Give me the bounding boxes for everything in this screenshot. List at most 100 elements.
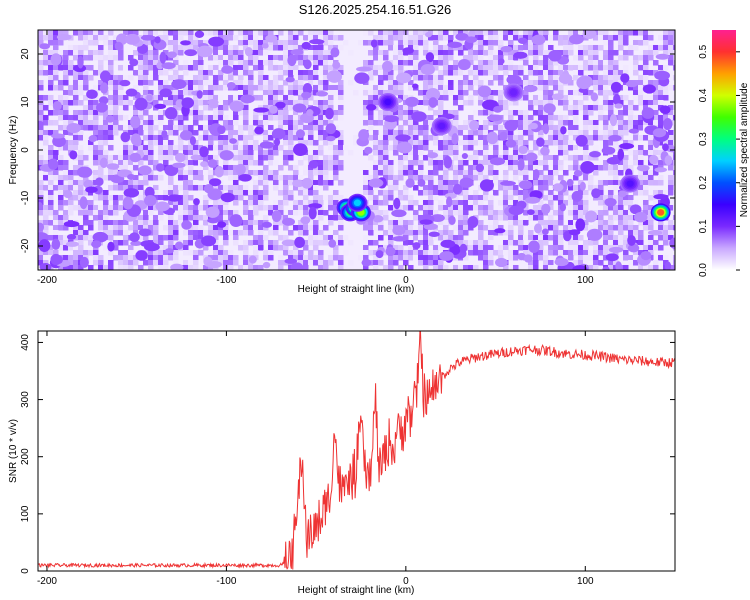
heatmap-cell (273, 145, 279, 151)
heatmap-cell (438, 90, 444, 96)
heatmap-cell (338, 35, 344, 41)
y-tick-label: 0 (20, 147, 31, 153)
heatmap-cell (368, 40, 374, 46)
heatmap-cell (228, 145, 234, 151)
heatmap-cell (373, 135, 379, 141)
heatmap-cell (78, 240, 84, 246)
heatmap-cell (58, 125, 64, 131)
heatmap-cell (638, 250, 644, 256)
heatmap-cell (278, 45, 284, 51)
heatmap-cell (493, 220, 499, 226)
heatmap-cell (543, 85, 549, 91)
heatmap-cell (193, 235, 199, 241)
heatmap-blob (226, 82, 236, 90)
heatmap-blob (518, 145, 528, 154)
heatmap-cell (258, 230, 264, 236)
heatmap-cell (73, 265, 79, 270)
heatmap-cell (583, 130, 589, 136)
heatmap-cell (48, 180, 54, 186)
heatmap-cell (103, 40, 109, 46)
heatmap-cell (628, 225, 634, 231)
heatmap-cell (618, 115, 624, 121)
heatmap-cell (188, 205, 194, 211)
heatmap-cell (628, 30, 634, 36)
heatmap-cell (168, 245, 174, 251)
heatmap-cell (528, 105, 534, 111)
heatmap-cell (263, 185, 269, 191)
heatmap-cell (208, 85, 214, 91)
heatmap-cell (313, 50, 319, 56)
heatmap-cell (513, 170, 519, 176)
heatmap-blob (229, 138, 238, 144)
heatmap-cell (573, 165, 579, 171)
heatmap-cell (643, 265, 649, 270)
heatmap-cell (618, 235, 624, 241)
heatmap-cell (118, 195, 124, 201)
heatmap-cell (108, 170, 114, 176)
heatmap-cell (253, 120, 259, 126)
heatmap-cell (258, 80, 264, 86)
heatmap-blob (86, 89, 98, 100)
heatmap-cell (173, 200, 179, 206)
heatmap-blob (106, 163, 120, 170)
heatmap-cell (573, 175, 579, 181)
heatmap-cell (113, 40, 119, 46)
heatmap-cell (43, 210, 49, 216)
heatmap-cell (228, 170, 234, 176)
heatmap-cell (253, 140, 259, 146)
heatmap-blob (95, 177, 104, 187)
heatmap-cell (673, 95, 675, 101)
heatmap-cell (443, 185, 449, 191)
heatmap-cell (383, 160, 389, 166)
heatmap-cell (183, 185, 189, 191)
heatmap-cell (108, 130, 114, 136)
heatmap-cell (643, 185, 649, 191)
heatmap-cell (493, 250, 499, 256)
heatmap-cell (53, 185, 59, 191)
heatmap-cell (68, 260, 74, 266)
heatmap-cell (563, 115, 569, 121)
heatmap-cell (88, 125, 94, 131)
heatmap-cell (493, 230, 499, 236)
heatmap-blob (551, 93, 564, 100)
heatmap-cell (523, 170, 529, 176)
heatmap-blob (366, 104, 377, 111)
heatmap-cell (648, 80, 654, 86)
heatmap-cell (53, 70, 59, 76)
heatmap-cell (398, 215, 404, 221)
heatmap-cell (398, 190, 404, 196)
heatmap-cell (248, 190, 254, 196)
heatmap-blob (457, 58, 471, 71)
heatmap-cell (663, 45, 669, 51)
heatmap-cell (333, 165, 339, 171)
heatmap-cell (43, 185, 49, 191)
heatmap-cell (658, 180, 664, 186)
heatmap-cell (578, 100, 584, 106)
heatmap-cell (453, 65, 459, 71)
heatmap-cell (608, 125, 614, 131)
heatmap-cell (138, 215, 144, 221)
heatmap-cell (508, 235, 514, 241)
heatmap-cell (658, 90, 664, 96)
heatmap-cell (238, 30, 244, 36)
heatmap-cell (58, 160, 64, 166)
heatmap-cell (143, 180, 149, 186)
heatmap-cell (288, 65, 294, 71)
heatmap-cell (273, 180, 279, 186)
heatmap-cell (413, 255, 419, 261)
heatmap-cell (653, 60, 659, 66)
heatmap-cell (128, 165, 134, 171)
heatmap-cell (103, 35, 109, 41)
heatmap-cell (48, 195, 54, 201)
heatmap-cell (603, 165, 609, 171)
heatmap-blob (282, 217, 295, 226)
heatmap-cell (438, 200, 444, 206)
heatmap-cell (338, 180, 344, 186)
heatmap-cell (618, 130, 624, 136)
heatmap-blob (654, 167, 668, 173)
heatmap-cell (538, 130, 544, 136)
heatmap-cell (128, 185, 134, 191)
heatmap-blob (144, 242, 160, 252)
heatmap-cell (43, 120, 49, 126)
heatmap-cell (563, 140, 569, 146)
